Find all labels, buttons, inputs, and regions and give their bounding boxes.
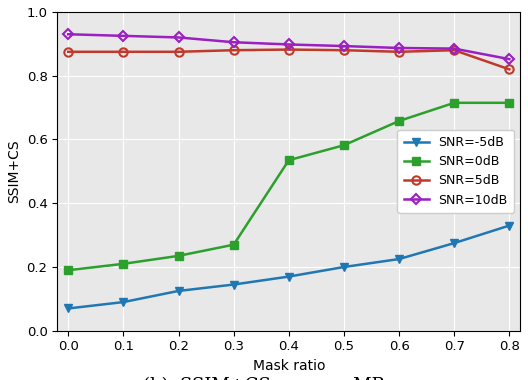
Line: SNR=0dB: SNR=0dB — [64, 99, 514, 274]
SNR=5dB — [396, 49, 402, 54]
SNR=10dB — [396, 46, 402, 50]
SNR=-5dB — [341, 265, 347, 269]
SNR=0dB — [231, 242, 237, 247]
SNR=5dB — [231, 48, 237, 52]
Legend: SNR=-5dB, SNR=0dB, SNR=5dB, SNR=10dB: SNR=-5dB, SNR=0dB, SNR=5dB, SNR=10dB — [398, 130, 514, 213]
SNR=0dB — [506, 101, 513, 105]
Y-axis label: SSIM+CS: SSIM+CS — [7, 139, 21, 203]
Line: SNR=10dB: SNR=10dB — [65, 31, 513, 63]
SNR=-5dB — [231, 282, 237, 287]
SNR=0dB — [120, 261, 127, 266]
Text: (b)  SSIM+CS  versus  MR: (b) SSIM+CS versus MR — [143, 377, 385, 380]
SNR=-5dB — [65, 306, 71, 311]
SNR=5dB — [341, 48, 347, 52]
SNR=-5dB — [396, 257, 402, 261]
Line: SNR=5dB: SNR=5dB — [64, 45, 514, 73]
SNR=5dB — [175, 49, 182, 54]
SNR=10dB — [286, 42, 292, 47]
SNR=10dB — [341, 44, 347, 48]
SNR=-5dB — [175, 289, 182, 293]
SNR=0dB — [451, 101, 457, 105]
X-axis label: Mask ratio: Mask ratio — [252, 359, 325, 373]
Line: SNR=-5dB: SNR=-5dB — [64, 222, 514, 313]
SNR=10dB — [451, 46, 457, 51]
SNR=0dB — [286, 158, 292, 163]
SNR=5dB — [286, 47, 292, 52]
SNR=5dB — [506, 67, 513, 71]
SNR=0dB — [396, 119, 402, 123]
SNR=-5dB — [451, 241, 457, 245]
SNR=-5dB — [120, 300, 127, 304]
SNR=10dB — [506, 57, 513, 62]
SNR=5dB — [451, 48, 457, 52]
SNR=0dB — [175, 253, 182, 258]
SNR=-5dB — [286, 274, 292, 279]
SNR=0dB — [341, 143, 347, 147]
SNR=5dB — [65, 49, 71, 54]
SNR=10dB — [65, 32, 71, 36]
SNR=10dB — [175, 35, 182, 40]
SNR=0dB — [65, 268, 71, 272]
SNR=10dB — [120, 33, 127, 38]
SNR=10dB — [231, 40, 237, 44]
SNR=5dB — [120, 49, 127, 54]
SNR=-5dB — [506, 223, 513, 228]
